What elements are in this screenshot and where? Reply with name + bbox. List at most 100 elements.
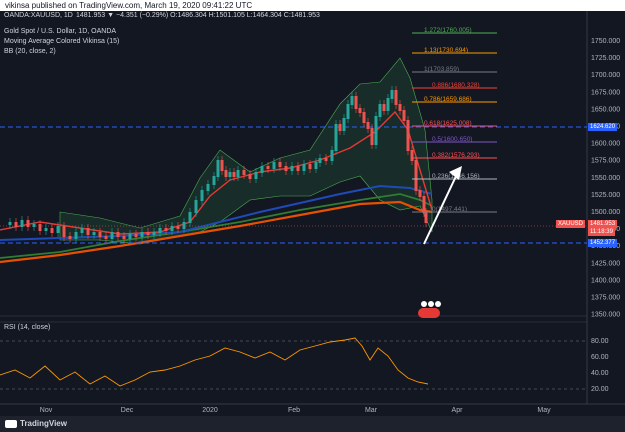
tradingview-brand[interactable]: TradingView [20, 419, 67, 428]
candle-body [302, 164, 306, 171]
time-tick-label: 2020 [202, 407, 218, 414]
candle-body [80, 228, 84, 233]
ma-green-line [0, 193, 433, 259]
time-tick-label: Apr [452, 407, 464, 414]
candle-body [424, 212, 428, 223]
candle-body [68, 236, 72, 239]
candle-body [242, 170, 246, 175]
time-axis[interactable]: Nov Dec 2020 Feb Mar Apr May [40, 407, 551, 414]
candle-body [134, 234, 138, 237]
indicator-ma-label[interactable]: Moving Average Colored Vikinsa (15) [4, 38, 120, 45]
candle-body [374, 116, 378, 145]
candle-body [116, 232, 120, 237]
price-tick-label: 1600.000 [591, 141, 620, 148]
price-tick-label: 1750.000 [591, 38, 620, 45]
candle-body [44, 228, 48, 231]
fib-level-label: 1(1703.859) [424, 66, 459, 73]
fib-level-label: 0.236(1546.156) [432, 173, 480, 180]
candle-body [98, 232, 102, 237]
event-markers[interactable] [418, 301, 441, 318]
candle-body [362, 112, 366, 123]
candle-body [330, 150, 334, 161]
fibonacci-extension[interactable]: 1.272(1760.005) 1.13(1730.694) 1(1703.859)… [412, 27, 497, 213]
candle-body [410, 150, 414, 161]
candle-body [366, 122, 370, 129]
fib-level-label: 0.5(1600.650) [432, 136, 472, 143]
candle-body [418, 190, 422, 197]
candle-body [422, 196, 426, 213]
price-tick-label: 1350.000 [591, 312, 620, 319]
candle-body [122, 236, 126, 239]
candle-body [378, 104, 382, 117]
time-tick-label: Dec [121, 407, 134, 414]
current-price-tag: 1481.953 [588, 220, 618, 228]
rsi-line [0, 337, 429, 387]
publisher-bar: vikinsa published on TradingView.com, Ma… [0, 0, 625, 11]
candle-body [228, 172, 232, 177]
symbol-label[interactable]: OANDA:XAUUSD, 1D [4, 12, 73, 19]
fib-level-label: 0.786(1659.686) [424, 96, 472, 103]
bollinger-band [59, 57, 433, 245]
candle-body [358, 108, 362, 113]
candle-body [20, 220, 24, 227]
ohlc-values: 1481.953 ▼ −4.351 (−0.29%) O:1486.304 H:… [76, 12, 320, 19]
price-tick-label: 1525.000 [591, 192, 620, 199]
candle-body [62, 226, 66, 237]
candle-body [342, 118, 346, 131]
countdown-tag: 11:18:39 [588, 228, 615, 236]
candle-body [346, 104, 350, 119]
symbol-tag: XAUUSD [556, 220, 586, 228]
projection-arrow[interactable] [423, 166, 462, 245]
candle-body [414, 160, 418, 191]
candle-body [216, 160, 220, 177]
indicator-bb-label[interactable]: BB (20, close, 2) [4, 48, 56, 55]
fib-level-label: 1.272(1760.005) [424, 27, 472, 34]
candle-body [232, 172, 236, 177]
price-tick-label: 1375.000 [591, 295, 620, 302]
ma-blue-line [0, 184, 433, 241]
candle-body [146, 232, 150, 235]
candle-body [92, 232, 96, 235]
price-tick-label: 1550.000 [591, 175, 620, 182]
candle-body [194, 200, 198, 213]
rsi-axis[interactable]: 80.00 60.00 40.00 20.00 [591, 338, 609, 393]
candle-body [290, 166, 294, 171]
candle-body [212, 176, 216, 185]
candle-body [26, 220, 30, 227]
price-tick-label: 1575.000 [591, 158, 620, 165]
tradingview-logo-icon [5, 420, 17, 428]
candle-body [260, 166, 264, 173]
candle-body [350, 96, 354, 105]
candle-body [390, 90, 394, 99]
candle-body [170, 226, 174, 231]
candle-body [110, 232, 114, 239]
price-tick-label: 1500.000 [591, 209, 620, 216]
rsi-tick-label: 80.00 [591, 338, 609, 345]
candle-body [296, 166, 300, 171]
chart-title: Gold Spot / U.S. Dollar, 1D, OANDA [4, 28, 117, 35]
candle-body [314, 162, 318, 169]
fib-level-label: 0.618(1625.008) [424, 120, 472, 127]
price-tick-label: 1700.000 [591, 72, 620, 79]
rsi-tick-label: 60.00 [591, 354, 609, 361]
candle-body [284, 166, 288, 171]
candle-body [324, 158, 328, 161]
time-tick-label: May [537, 407, 551, 414]
price-axis[interactable]: 1750.000 1725.000 1700.000 1675.000 1650.000… [591, 38, 620, 319]
fib-level-label: 0(1497.441) [432, 206, 467, 213]
candle-body [318, 158, 322, 163]
candle-body [236, 170, 240, 177]
publisher-text: vikinsa published on TradingView.com, Ma… [5, 1, 253, 10]
candle-body [254, 172, 258, 179]
candle-body [220, 160, 224, 171]
rsi-tick-label: 20.00 [591, 386, 609, 393]
candle-body [158, 228, 162, 233]
rsi-indicator-label[interactable]: RSI (14, close) [4, 324, 51, 331]
fib-level-label: 1.13(1730.694) [424, 47, 468, 54]
ma-orange-line [0, 200, 433, 264]
candle-body [32, 224, 36, 227]
candle-body [386, 98, 390, 111]
candle-body [176, 226, 180, 229]
